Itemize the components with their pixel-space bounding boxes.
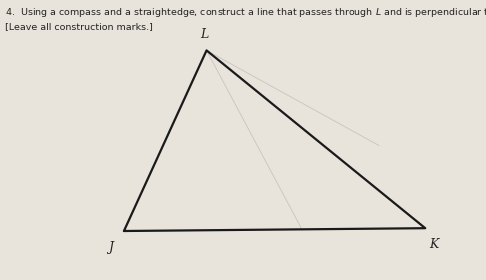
Text: K: K <box>429 239 438 251</box>
Text: 4.  Using a compass and a straightedge, construct a line that passes through $\m: 4. Using a compass and a straightedge, c… <box>5 4 486 20</box>
Text: L: L <box>200 29 208 41</box>
Text: J: J <box>108 241 113 254</box>
Text: [Leave all construction marks.]: [Leave all construction marks.] <box>5 22 153 31</box>
